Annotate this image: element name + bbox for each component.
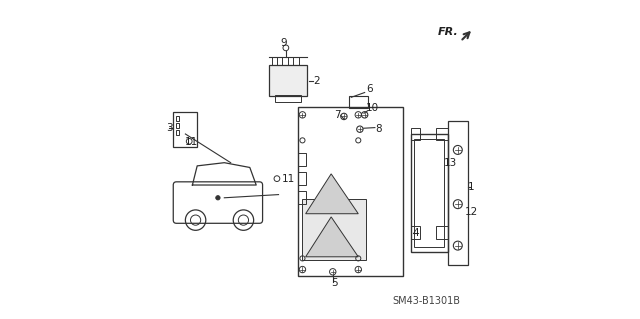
Bar [298, 107, 403, 276]
Text: 1: 1 [468, 182, 475, 192]
Bar [411, 134, 447, 252]
Text: FR.: FR. [438, 27, 459, 37]
Text: 13: 13 [444, 158, 458, 168]
Text: SM43-B1301B: SM43-B1301B [393, 296, 461, 307]
Text: 11: 11 [282, 174, 295, 184]
Bar [176, 123, 179, 128]
Bar [298, 172, 306, 185]
Bar [269, 65, 307, 96]
Bar [349, 96, 368, 108]
Text: 3: 3 [166, 122, 173, 133]
Bar [176, 130, 179, 135]
Bar [411, 226, 420, 239]
Text: 11: 11 [185, 137, 198, 147]
Circle shape [216, 196, 220, 200]
Polygon shape [306, 217, 358, 257]
Text: 5: 5 [331, 278, 338, 288]
Text: 10: 10 [365, 103, 378, 114]
Text: 7: 7 [334, 110, 341, 120]
Text: 4: 4 [412, 228, 419, 238]
Bar [436, 226, 447, 239]
Text: 2: 2 [314, 76, 320, 86]
Bar [298, 153, 306, 166]
Bar [436, 128, 447, 140]
Bar [176, 116, 179, 121]
Bar [275, 95, 301, 102]
Bar [411, 128, 420, 140]
Bar [173, 112, 197, 147]
Polygon shape [306, 174, 358, 214]
Text: 6: 6 [366, 84, 372, 94]
Bar [447, 121, 468, 265]
Text: 8: 8 [376, 124, 382, 134]
Text: 12: 12 [465, 207, 478, 217]
Text: 9: 9 [280, 38, 287, 48]
Bar [298, 191, 306, 204]
Bar [303, 199, 366, 260]
Bar [414, 139, 444, 247]
